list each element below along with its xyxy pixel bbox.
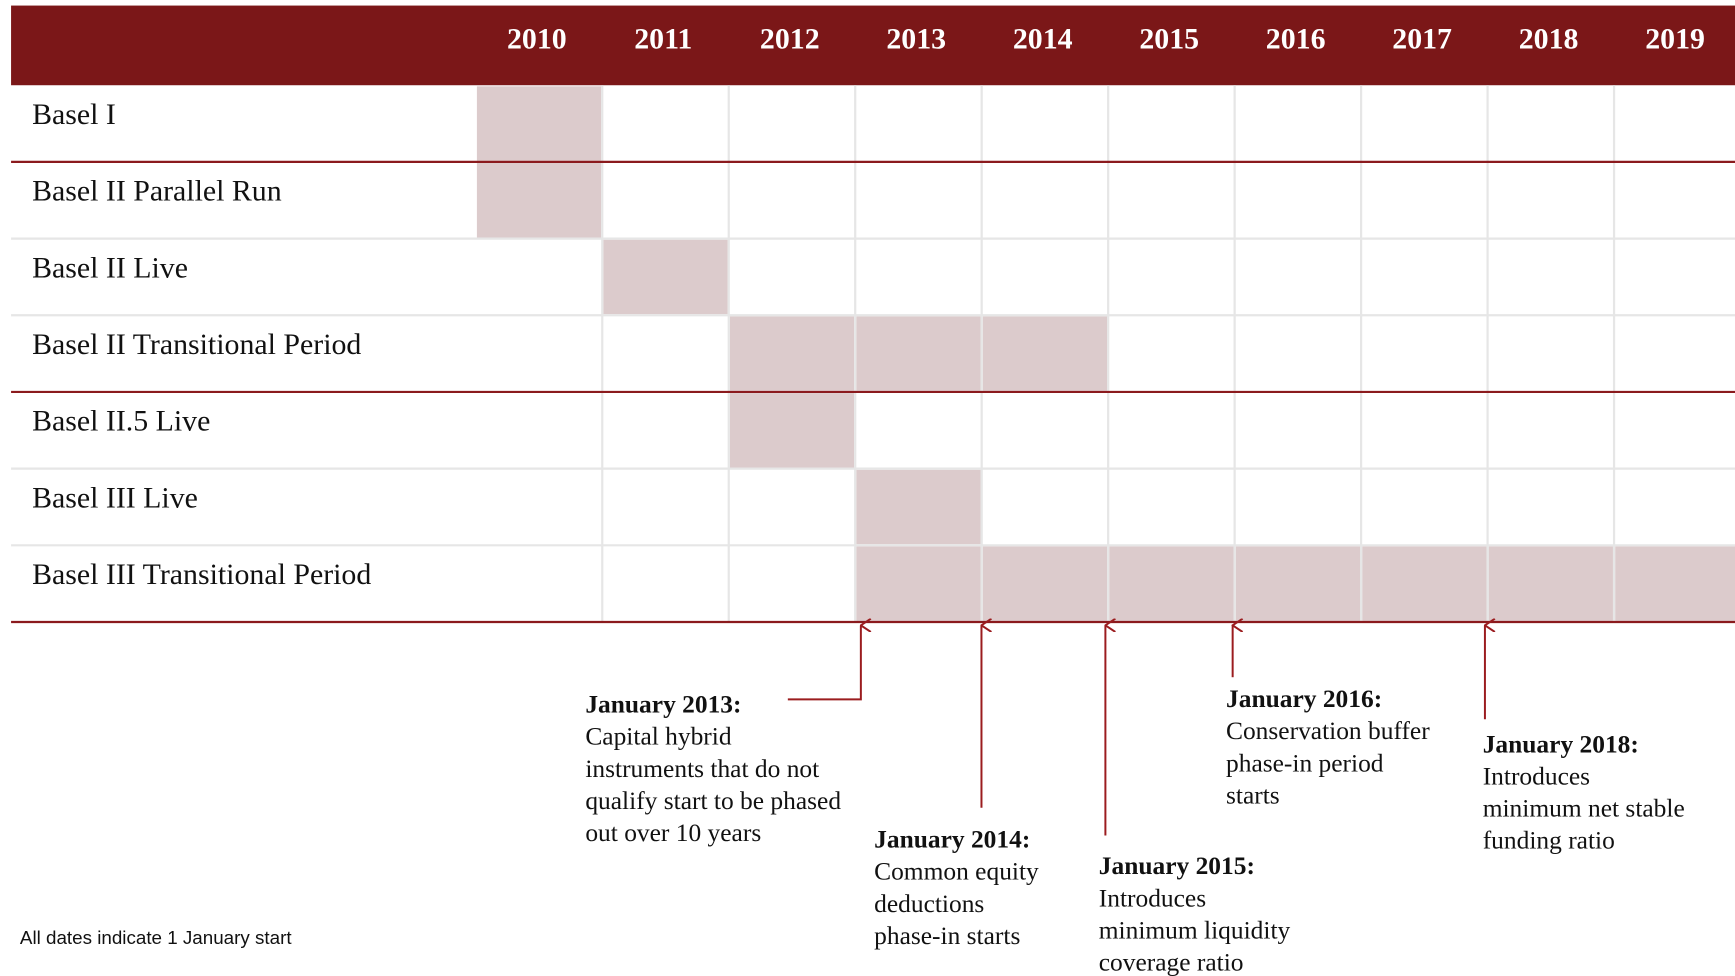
footnote: All dates indicate 1 January start [20, 927, 292, 948]
year-label: 2016 [1266, 23, 1326, 56]
annotation-text: Capital hybrid [585, 722, 732, 751]
active-cell [982, 316, 1108, 391]
active-cell [856, 316, 981, 391]
year-label: 2011 [634, 23, 692, 56]
active-cell [982, 546, 1108, 621]
annotation-text: Introduces [1099, 883, 1206, 912]
arrow [787, 625, 861, 701]
annotation-text: Common equity [874, 857, 1039, 886]
annotation-title: January 2015: [1099, 851, 1255, 880]
row-label: Basel II Parallel Run [32, 175, 282, 208]
year-label: 2012 [760, 23, 820, 56]
active-cell [1615, 546, 1735, 621]
active-cell [1109, 546, 1234, 621]
active-cell [856, 469, 981, 545]
annotation-text: phase-in period [1226, 748, 1384, 777]
annotation-title: January 2016: [1226, 684, 1382, 713]
annotation-text: instruments that do not [585, 754, 819, 783]
year-label: 2014 [1013, 23, 1073, 56]
row-label: Basel II Transitional Period [32, 328, 361, 361]
annotation-text: deductions [874, 889, 984, 918]
active-cell [1235, 546, 1361, 621]
active-cell [729, 393, 855, 468]
header-band [11, 5, 1735, 86]
active-cell [603, 239, 728, 315]
active-cell [856, 546, 981, 621]
annotation-text: out over 10 years [585, 818, 761, 847]
year-label: 2015 [1139, 23, 1199, 56]
annotation-text: minimum liquidity [1099, 915, 1291, 944]
annotation-text: starts [1226, 780, 1280, 809]
annotation-title: January 2018: [1483, 729, 1639, 758]
annotation-text: phase-in starts [874, 921, 1020, 950]
year-label: 2017 [1392, 23, 1452, 56]
row-label: Basel II Live [32, 251, 188, 284]
row-label: Basel III Live [32, 481, 198, 514]
annotation-text: funding ratio [1483, 826, 1615, 855]
active-cell [1488, 546, 1613, 621]
active-cell [729, 316, 855, 391]
year-label: 2018 [1519, 23, 1579, 56]
annotation-text: minimum net stable [1483, 794, 1685, 823]
active-cell [476, 163, 602, 238]
row-label: Basel I [32, 98, 116, 131]
row-label: Basel II.5 Live [32, 405, 210, 438]
annotation-text: coverage ratio [1099, 947, 1244, 976]
annotation-text: Introduces [1483, 762, 1590, 791]
row-label: Basel III Transitional Period [32, 558, 371, 591]
year-label: 2019 [1645, 23, 1705, 56]
active-cell [476, 86, 602, 161]
active-cell [1362, 546, 1487, 621]
annotation-title: January 2013: [585, 690, 741, 719]
year-label: 2013 [886, 23, 946, 56]
annotation-text: Conservation buffer [1226, 716, 1430, 745]
annotation-title: January 2014: [874, 825, 1030, 854]
year-label: 2010 [507, 23, 567, 56]
annotation-text: qualify start to be phased [585, 786, 841, 815]
